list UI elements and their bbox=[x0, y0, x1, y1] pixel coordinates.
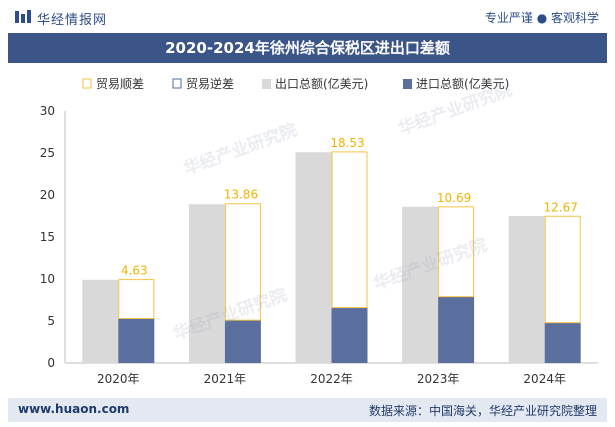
x-tick-label: 2021年 bbox=[204, 372, 247, 386]
logo-icon bbox=[15, 10, 31, 23]
legend-label: 进口总额(亿美元) bbox=[416, 76, 509, 91]
export-bar bbox=[188, 204, 225, 363]
legend-swatch bbox=[82, 78, 92, 89]
export-bar bbox=[295, 152, 332, 363]
balance-label: 10.69 bbox=[437, 191, 471, 205]
balance-outline bbox=[224, 203, 261, 321]
chart: 贸易顺差 贸易逆差 出口总额(亿美元) 进口总额(亿美元) 0 5 10 15 20 25 30 4.… bbox=[40, 76, 598, 386]
title-band: 2020-2024年徐州综合保税区进出口差额 bbox=[8, 33, 607, 63]
x-tick-label: 2024年 bbox=[523, 372, 566, 386]
y-tick-label: 0 bbox=[47, 356, 55, 370]
balance-label: 4.63 bbox=[121, 264, 148, 278]
import-bar bbox=[438, 296, 475, 363]
export-bar bbox=[82, 279, 119, 363]
y-tick-label: 10 bbox=[40, 272, 55, 286]
footer: www.huaon.com 数据来源：中国海关，华经产业研究院整理 bbox=[8, 398, 607, 422]
legend-swatch bbox=[403, 79, 412, 89]
import-bar bbox=[331, 307, 368, 363]
balance-outline bbox=[544, 215, 581, 324]
y-tick-label: 25 bbox=[40, 146, 55, 160]
legend-label: 贸易顺差 bbox=[96, 77, 144, 91]
y-tick-label: 5 bbox=[47, 314, 55, 328]
import-bar bbox=[224, 320, 261, 363]
x-tick-label: 2023年 bbox=[417, 372, 460, 386]
balance-outline bbox=[331, 151, 368, 309]
balance-label: 13.86 bbox=[224, 188, 258, 202]
legend-swatch bbox=[262, 79, 271, 89]
y-tick-label: 30 bbox=[40, 104, 55, 118]
legend-swatch bbox=[172, 78, 182, 89]
top-bar: 华经情报网 专业严谨 ● 客观科学 bbox=[0, 0, 615, 33]
x-tick-label: 2022年 bbox=[310, 372, 353, 386]
export-bar bbox=[508, 216, 545, 363]
brand-name: 华经情报网 bbox=[37, 13, 108, 28]
x-tick-label: 2020年 bbox=[97, 372, 140, 386]
chart-title: 2020-2024年徐州综合保税区进出口差额 bbox=[165, 39, 450, 57]
balance-label: 12.67 bbox=[544, 200, 578, 214]
slogan: 专业严谨 ● 客观科学 bbox=[484, 11, 599, 25]
export-bar bbox=[402, 206, 439, 363]
footer-source: 数据来源：中国海关，华经产业研究院整理 bbox=[368, 404, 597, 418]
balance-outline bbox=[438, 206, 475, 298]
y-tick-label: 15 bbox=[40, 230, 55, 244]
import-bar bbox=[544, 322, 581, 363]
balance-outline bbox=[118, 279, 155, 319]
balance-label: 18.53 bbox=[330, 136, 364, 150]
legend-label: 贸易逆差 bbox=[186, 76, 234, 91]
footer-site: www.huaon.com bbox=[18, 402, 130, 416]
import-bar bbox=[118, 318, 155, 363]
legend-label: 出口总额(亿美元) bbox=[275, 76, 368, 91]
y-tick-label: 20 bbox=[40, 188, 55, 202]
